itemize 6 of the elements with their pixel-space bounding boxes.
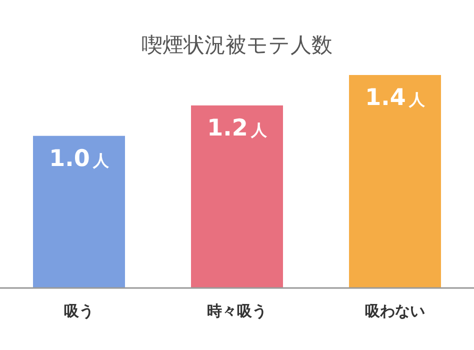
x-tick-label: 吸わない <box>365 302 425 320</box>
data-label: 1.0人 <box>49 146 110 172</box>
data-label: 1.4人 <box>365 85 426 111</box>
x-tick-label: 時々吸う <box>207 302 267 320</box>
x-tick-label: 吸う <box>64 302 94 320</box>
chart-title: 喫煙状況被モテ人数 <box>142 33 332 57</box>
